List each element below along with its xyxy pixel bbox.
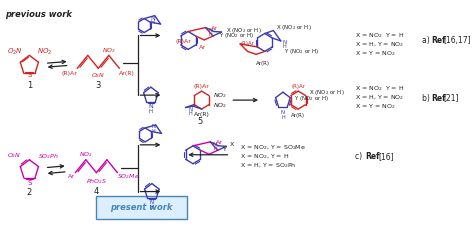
Text: H: H bbox=[149, 109, 153, 113]
Text: $NO_2$: $NO_2$ bbox=[102, 46, 116, 55]
Bar bbox=[96, 196, 187, 219]
Text: 1: 1 bbox=[27, 81, 32, 90]
Text: H: H bbox=[281, 114, 285, 120]
Text: (R)Ar: (R)Ar bbox=[175, 40, 191, 44]
Text: X = NO$_2$  Y = H: X = NO$_2$ Y = H bbox=[355, 31, 404, 40]
Text: N: N bbox=[148, 104, 153, 109]
Text: $NO_2$: $NO_2$ bbox=[213, 91, 227, 100]
Text: c): c) bbox=[355, 152, 364, 161]
Text: $O_2N$: $O_2N$ bbox=[8, 151, 22, 160]
Text: Y: Y bbox=[223, 147, 227, 152]
Text: (R)Ar: (R)Ar bbox=[194, 84, 210, 89]
Text: $NO_2$: $NO_2$ bbox=[79, 150, 93, 159]
Text: $NO_2$: $NO_2$ bbox=[37, 47, 53, 58]
Text: Ar(R): Ar(R) bbox=[194, 112, 210, 117]
Text: N: N bbox=[281, 110, 285, 114]
Text: [16,17]: [16,17] bbox=[444, 36, 471, 45]
Text: X = NO$_2$  Y = H: X = NO$_2$ Y = H bbox=[355, 84, 404, 93]
Text: 3: 3 bbox=[96, 81, 101, 90]
Text: X (NO$_2$ or H): X (NO$_2$ or H) bbox=[226, 26, 262, 35]
Text: H: H bbox=[283, 44, 286, 49]
Text: Ref: Ref bbox=[365, 152, 380, 161]
Text: (R)Ar: (R)Ar bbox=[61, 71, 77, 76]
Text: $NO_2$: $NO_2$ bbox=[213, 101, 227, 110]
Text: X = Y = NO$_2$: X = Y = NO$_2$ bbox=[355, 102, 395, 110]
Text: Ar: Ar bbox=[68, 174, 75, 179]
Text: Y (NO$_2$ or H): Y (NO$_2$ or H) bbox=[284, 48, 319, 56]
Text: H: H bbox=[188, 110, 192, 116]
Text: $PhO_2S$: $PhO_2S$ bbox=[86, 177, 107, 186]
Text: S: S bbox=[27, 180, 32, 186]
Text: Ar(R): Ar(R) bbox=[119, 71, 135, 76]
Text: X (NO$_2$ or H): X (NO$_2$ or H) bbox=[309, 88, 344, 97]
Text: Ar: Ar bbox=[211, 26, 218, 30]
Text: X = Y = NO$_2$: X = Y = NO$_2$ bbox=[355, 49, 395, 58]
Text: N: N bbox=[208, 28, 212, 33]
Text: S: S bbox=[27, 72, 32, 78]
Text: H: H bbox=[151, 20, 155, 25]
Text: X = H, Y = NO$_2$: X = H, Y = NO$_2$ bbox=[355, 93, 404, 102]
Text: present work: present work bbox=[110, 203, 173, 212]
Text: H: H bbox=[209, 32, 212, 37]
Text: [21]: [21] bbox=[444, 94, 459, 103]
Text: H: H bbox=[150, 205, 154, 210]
Text: Ar(R): Ar(R) bbox=[291, 113, 305, 117]
Text: 4: 4 bbox=[94, 187, 99, 196]
Text: X = H, Y = SO$_2$Ph: X = H, Y = SO$_2$Ph bbox=[240, 161, 296, 170]
Text: N: N bbox=[152, 124, 156, 129]
Text: N: N bbox=[188, 106, 192, 112]
Text: 5: 5 bbox=[197, 117, 202, 126]
Text: N: N bbox=[150, 200, 154, 205]
Text: Ar(R): Ar(R) bbox=[256, 61, 270, 66]
Text: H: H bbox=[152, 129, 155, 134]
Text: b): b) bbox=[422, 94, 432, 103]
Text: $O_2N$: $O_2N$ bbox=[91, 71, 106, 80]
Text: (R)Ar: (R)Ar bbox=[291, 84, 305, 89]
Text: X = H, Y = NO$_2$: X = H, Y = NO$_2$ bbox=[355, 40, 404, 49]
Text: Ref: Ref bbox=[431, 94, 446, 103]
Text: X: X bbox=[230, 142, 234, 147]
Text: X = NO$_2$, Y = H: X = NO$_2$, Y = H bbox=[240, 152, 289, 161]
Text: N: N bbox=[283, 40, 287, 45]
Text: a): a) bbox=[422, 36, 432, 45]
Text: Y (NO$_2$ or H): Y (NO$_2$ or H) bbox=[219, 31, 254, 40]
Text: Ref: Ref bbox=[431, 36, 446, 45]
Text: (R)Ar: (R)Ar bbox=[240, 41, 255, 46]
Text: $O_2N$: $O_2N$ bbox=[7, 47, 23, 58]
Text: X = NO$_2$, Y = SO$_2$Me: X = NO$_2$, Y = SO$_2$Me bbox=[240, 143, 306, 152]
Text: X (NO$_2$ or H): X (NO$_2$ or H) bbox=[276, 23, 312, 32]
Text: H: H bbox=[213, 146, 217, 151]
Text: $SO_2Ph$: $SO_2Ph$ bbox=[38, 152, 59, 161]
Text: $SO_2Me$: $SO_2Me$ bbox=[118, 172, 140, 181]
Text: [16]: [16] bbox=[379, 152, 394, 161]
Text: Y (NO$_2$ or H): Y (NO$_2$ or H) bbox=[294, 94, 329, 103]
Text: Ar: Ar bbox=[216, 140, 223, 145]
Text: 2: 2 bbox=[27, 188, 32, 197]
Text: N: N bbox=[150, 16, 155, 21]
Text: previous work: previous work bbox=[6, 10, 73, 19]
Text: N: N bbox=[213, 142, 217, 147]
Text: Ar: Ar bbox=[199, 45, 206, 50]
